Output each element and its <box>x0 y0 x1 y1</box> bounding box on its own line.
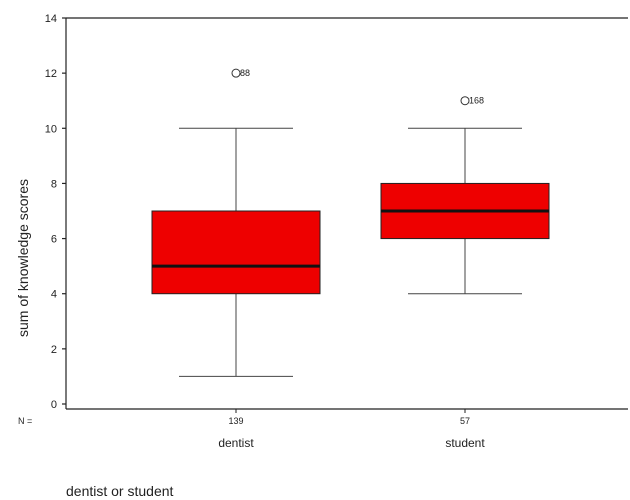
y-tick-label-10: 10 <box>45 123 57 135</box>
x-axis-label: dentist or student <box>66 483 174 499</box>
y-axis-label: sum of knowledge scores <box>15 179 31 337</box>
outlier-marker-dentist-0 <box>231 68 241 78</box>
y-tick-label-0: 0 <box>51 399 57 411</box>
plot-area: 0 2 4 6 8 10 12 14 88 139 dentist 168 57 student <box>45 13 628 450</box>
y-tick-label-8: 8 <box>51 178 57 190</box>
n-value-dentist: 139 <box>228 416 243 426</box>
y-tick-label-6: 6 <box>51 234 57 246</box>
y-tick-label-4: 4 <box>51 289 57 301</box>
category-label-dentist: dentist <box>218 436 254 450</box>
category-label-student: student <box>445 436 485 450</box>
y-tick-label-2: 2 <box>51 344 57 356</box>
n-label: N = <box>18 416 32 426</box>
outlier-label-student-0: 168 <box>469 96 484 106</box>
y-tick-label-14: 14 <box>45 13 57 25</box>
box-dentist <box>151 210 321 295</box>
outlier-marker-student-0 <box>460 96 470 106</box>
y-tick-label-12: 12 <box>45 68 57 80</box>
outlier-label-dentist-0: 88 <box>240 68 250 78</box>
n-value-student: 57 <box>460 416 470 426</box>
